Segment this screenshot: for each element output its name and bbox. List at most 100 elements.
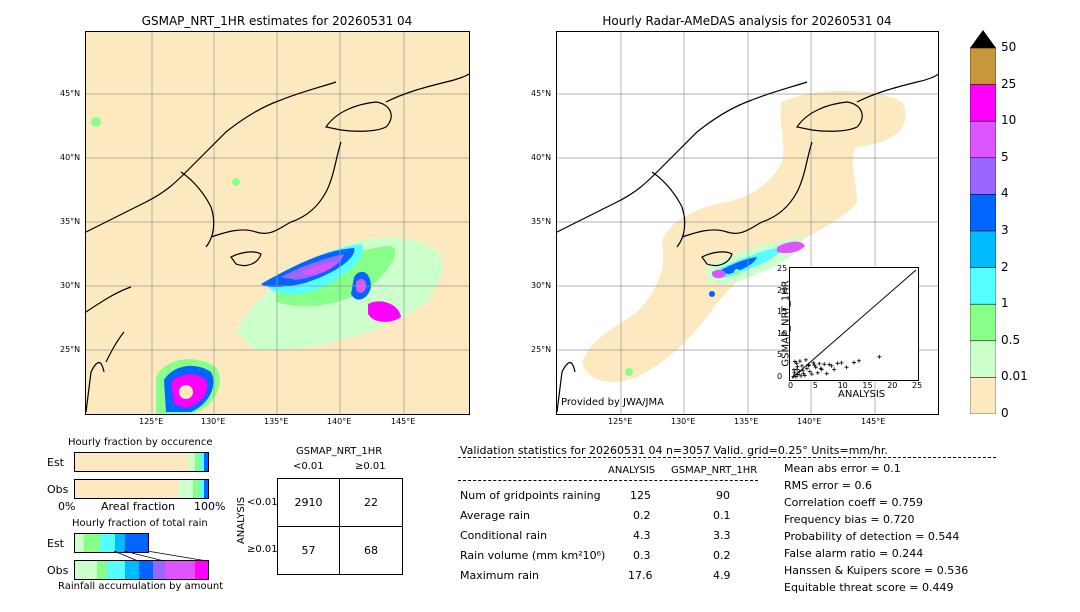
scatter-y-tick-label: 15: [777, 307, 788, 317]
right-lat-45: 45°N: [531, 89, 552, 98]
total-rain-axis-mid: Rainfall accumulation by amount: [58, 581, 224, 592]
contingency-c22: 68: [364, 544, 378, 557]
occurrence-obs-label: Obs: [47, 483, 69, 496]
left-gridlines: [86, 32, 469, 414]
left-lon-125: 125°E: [139, 417, 164, 426]
scatter-point: [791, 367, 796, 372]
right-lon-140: 140°E: [797, 417, 822, 426]
contingency-col1: <0.01: [293, 461, 324, 472]
validation-row-label: Maximum rain: [460, 569, 539, 582]
scatter-x-tick-label: 0: [788, 381, 794, 390]
scatter-ylabel: GSMAP_NRT_1HR: [780, 280, 792, 367]
scatter-y-tick-label: 5: [777, 350, 783, 360]
scatter-point: [809, 372, 814, 377]
right-lon-125: 125°E: [608, 417, 633, 426]
right-map[interactable]: Provided by JWA/JMA: [556, 31, 939, 415]
right-lon-130: 130°E: [671, 417, 696, 426]
right-map-canvas: [557, 32, 938, 414]
score-line: RMS error = 0.6: [784, 479, 872, 492]
occurrence-obs-bar: [74, 479, 209, 499]
scatter-point: [856, 358, 861, 363]
colorbar-segment: [970, 340, 996, 378]
scatter-point: [804, 366, 809, 371]
occurrence-title: Hourly fraction by occurence: [68, 437, 213, 448]
left-map-canvas: [86, 32, 469, 414]
left-lat-30: 30°N: [60, 281, 81, 290]
colorbar-tick-label: 3: [1001, 223, 1009, 237]
scatter-x-tick-label: 25: [912, 381, 923, 390]
colorbar-tick-label: 1: [1001, 296, 1009, 311]
right-lon-135: 135°E: [734, 417, 759, 426]
validation-header-line: [458, 480, 758, 481]
colorbar-segment: [970, 157, 996, 195]
scatter-point: [812, 363, 817, 368]
scatter-point: [835, 361, 840, 366]
left-lon-145: 145°E: [391, 417, 416, 426]
colorbar-tick-label: 0.5: [1001, 332, 1021, 347]
provided-by: Provided by JWA/JMA: [561, 397, 664, 408]
scatter-y-tick-label: 20: [777, 285, 788, 295]
validation-row-analysis: 0.2: [633, 509, 651, 522]
score-line: Equitable threat score = 0.449: [784, 581, 954, 594]
scatter-point: [795, 364, 800, 369]
left-map[interactable]: [85, 31, 470, 415]
scatter-x-tick-label: 5: [812, 381, 818, 390]
contingency-grid: 2910 22 57 68: [277, 478, 403, 575]
colorbar: [970, 30, 996, 414]
colorbar-tick-label: 4: [1001, 186, 1009, 201]
colorbar-tick-label: 5: [1001, 149, 1009, 164]
colorbar-canvas: [970, 30, 996, 414]
right-rain-spot: [712, 269, 726, 279]
contingency-c12: 22: [364, 496, 378, 509]
left-rain-band-purple: [281, 254, 344, 280]
colorbar-segment: [970, 377, 996, 414]
scatter-plot: [791, 269, 917, 379]
scatter-point: [819, 367, 824, 372]
validation-row-gsmap: 4.9: [713, 569, 731, 582]
scatter-point: [811, 360, 816, 365]
colorbar-tick-label: 50: [1001, 40, 1017, 54]
right-coastlines: [557, 73, 938, 413]
validation-row-gsmap: 0.2: [713, 549, 731, 562]
left-lat-45: 45°N: [60, 89, 81, 98]
right-lat-25: 25°N: [531, 345, 552, 354]
right-map-title: Hourly Radar-AMeDAS analysis for 2026053…: [602, 14, 892, 28]
scatter-point: [792, 370, 797, 375]
total-rain-obs-bar: [74, 560, 209, 580]
right-rain-east-blob: [777, 241, 805, 254]
scatter-point: [799, 363, 804, 368]
scatter-point: [794, 361, 799, 366]
validation-row-analysis: 125: [630, 489, 651, 502]
validation-title: Validation statistics for 20260531 04 n=…: [460, 444, 888, 457]
contingency-row2: ≥0.01: [247, 544, 278, 555]
scatter-x-tick-label: 20: [887, 381, 898, 390]
left-lat-40: 40°N: [60, 153, 81, 162]
right-lat-35: 35°N: [531, 217, 552, 226]
contingency-col2: ≥0.01: [355, 461, 386, 472]
validation-row-label: Num of gridpoints raining: [460, 489, 601, 502]
scatter-point: [827, 362, 832, 367]
validation-dashed-line: [458, 457, 996, 458]
left-rain-band-magenta: [301, 262, 336, 275]
score-line: Correlation coeff = 0.759: [784, 496, 923, 509]
contingency-side-label: ANALYSIS: [236, 496, 248, 545]
scatter-point: [800, 368, 805, 373]
left-lat-25: 25°N: [60, 345, 81, 354]
right-lon-145: 145°E: [861, 417, 886, 426]
colorbar-tick-label: 0: [1001, 406, 1009, 420]
right-radar-coverage: [582, 90, 906, 382]
scatter-y-tick-label: 25: [777, 264, 788, 273]
score-line: False alarm ratio = 0.244: [784, 547, 924, 560]
validation-row-gsmap: 3.3: [713, 529, 731, 542]
colorbar-segment: [970, 194, 996, 232]
scatter-point: [794, 367, 799, 372]
scatter-point: [795, 372, 800, 377]
scatter-point: [818, 366, 823, 371]
scatter-point: [832, 367, 837, 372]
occurrence-axis-mid: Areal fraction: [101, 500, 176, 513]
total-rain-connector: [113, 550, 208, 562]
scatter-y-tick-label: 10: [777, 328, 788, 338]
scatter-point: [877, 354, 882, 359]
scatter-point: [839, 360, 844, 365]
occurrence-est-bar: [74, 452, 209, 472]
